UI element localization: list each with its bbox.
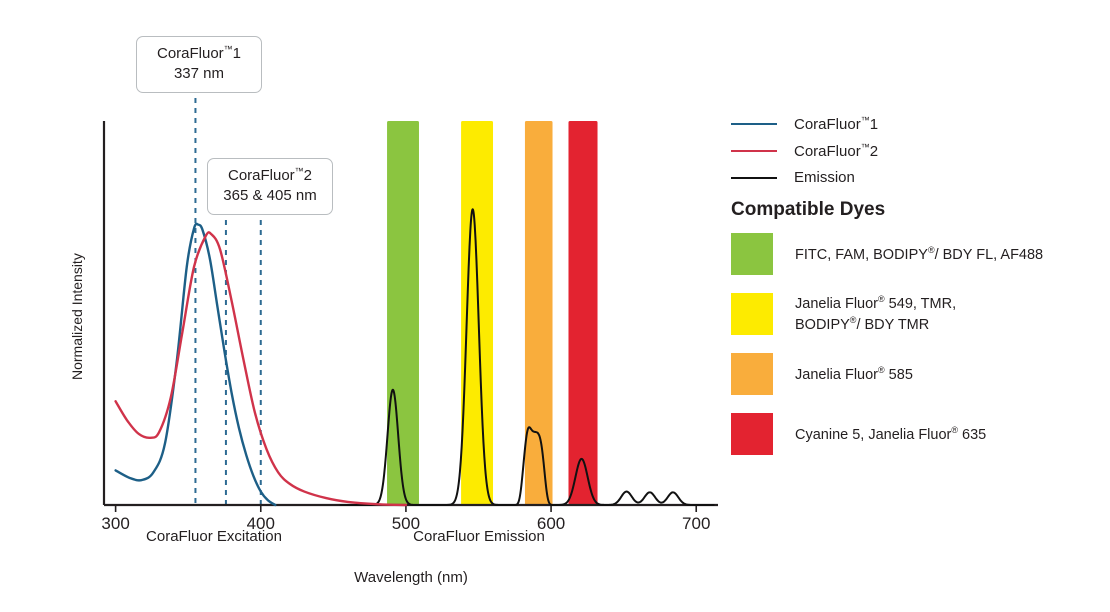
x-tick-label-700: 700 xyxy=(682,514,710,533)
legend-line-swatch xyxy=(731,176,777,179)
dye-list-item: Janelia Fluor® 549, TMR, BODIPY®/ BDY TMR xyxy=(731,293,1106,335)
dye-list-item: Janelia Fluor® 585 xyxy=(731,353,1106,395)
dye-list-item: Cyanine 5, Janelia Fluor® 635 xyxy=(731,413,1106,455)
legend-item-corafluor1: CoraFluor™1 xyxy=(731,110,1101,137)
series-legend: CoraFluor™1 CoraFluor™2 Emission xyxy=(731,110,1101,191)
x-tick-label-600: 600 xyxy=(537,514,565,533)
emission-band-group xyxy=(387,121,598,505)
excitation-guide-lines xyxy=(194,98,262,505)
green-band xyxy=(387,121,419,505)
dye-label: FITC, FAM, BODIPY®/ BDY FL, AF488 xyxy=(795,244,1043,265)
x-axis-title: Wavelength (nm) xyxy=(354,569,468,586)
corafluor1-callout-line2: 337 nm xyxy=(173,64,225,82)
corafluor1-callout-line1: CoraFluor™1 xyxy=(156,44,242,62)
x-tick-label-400: 400 xyxy=(247,514,275,533)
legend-line-swatch xyxy=(731,149,777,152)
dye-label: Cyanine 5, Janelia Fluor® 635 xyxy=(795,424,986,445)
corafluor2-callout: CoraFluor™2 365 & 405 nm xyxy=(207,158,333,215)
dye-label-line1: Janelia Fluor® 585 xyxy=(795,364,913,383)
legend-item-corafluor2: CoraFluor™2 xyxy=(731,137,1101,164)
y-axis-label: Normalized Intensity xyxy=(69,253,85,380)
legend-line-swatch xyxy=(731,122,777,125)
corafluor2-excitation-curve xyxy=(114,231,408,507)
excitation-range-caption: CoraFluor Excitation xyxy=(146,528,282,545)
yellow-band xyxy=(461,121,494,505)
dye-label-line1: Cyanine 5, Janelia Fluor® 635 xyxy=(795,424,987,443)
dye-list-item: FITC, FAM, BODIPY®/ BDY FL, AF488 xyxy=(731,233,1106,275)
orange-band xyxy=(524,121,553,505)
x-tick-label-300: 300 xyxy=(101,514,129,533)
dye-color-swatch xyxy=(731,413,773,455)
corafluor1-callout: CoraFluor™1 337 nm xyxy=(136,36,262,93)
dye-label: Janelia Fluor® 549, TMR, BODIPY®/ BDY TMR xyxy=(795,293,956,335)
dye-label-line1: FITC, FAM, BODIPY®/ BDY FL, AF488 xyxy=(795,244,1044,263)
emission-range-caption: CoraFluor Emission xyxy=(413,528,545,545)
dye-color-swatch xyxy=(731,353,773,395)
legend-item-emission: Emission xyxy=(731,164,1101,191)
corafluor1-excitation-curve xyxy=(114,222,277,507)
corafluor2-callout-line2: 365 & 405 nm xyxy=(223,186,317,204)
dye-label-line2: BODIPY®/ BDY TMR xyxy=(795,315,930,333)
emission-curve xyxy=(339,208,715,506)
dye-color-swatch xyxy=(731,293,773,335)
dye-color-swatch xyxy=(731,233,773,275)
legend-item-label: CoraFluor™2 xyxy=(794,141,879,160)
x-axis-ticks: 300 400 500 600 700 xyxy=(101,505,710,533)
dye-label-line1: Janelia Fluor® 549, TMR, xyxy=(795,294,957,312)
dye-label: Janelia Fluor® 585 xyxy=(795,364,913,385)
red-band xyxy=(568,121,598,505)
spectra-curves xyxy=(114,208,715,507)
corafluor2-callout-line1: CoraFluor™2 xyxy=(227,166,313,184)
compatible-dyes-title: Compatible Dyes xyxy=(731,199,886,220)
legend-item-label: Emission xyxy=(794,169,855,186)
compatible-dyes-list: FITC, FAM, BODIPY®/ BDY FL, AF488 Janelia… xyxy=(731,233,1106,473)
legend-item-label: CoraFluor™1 xyxy=(794,114,879,133)
x-tick-label-500: 500 xyxy=(392,514,420,533)
